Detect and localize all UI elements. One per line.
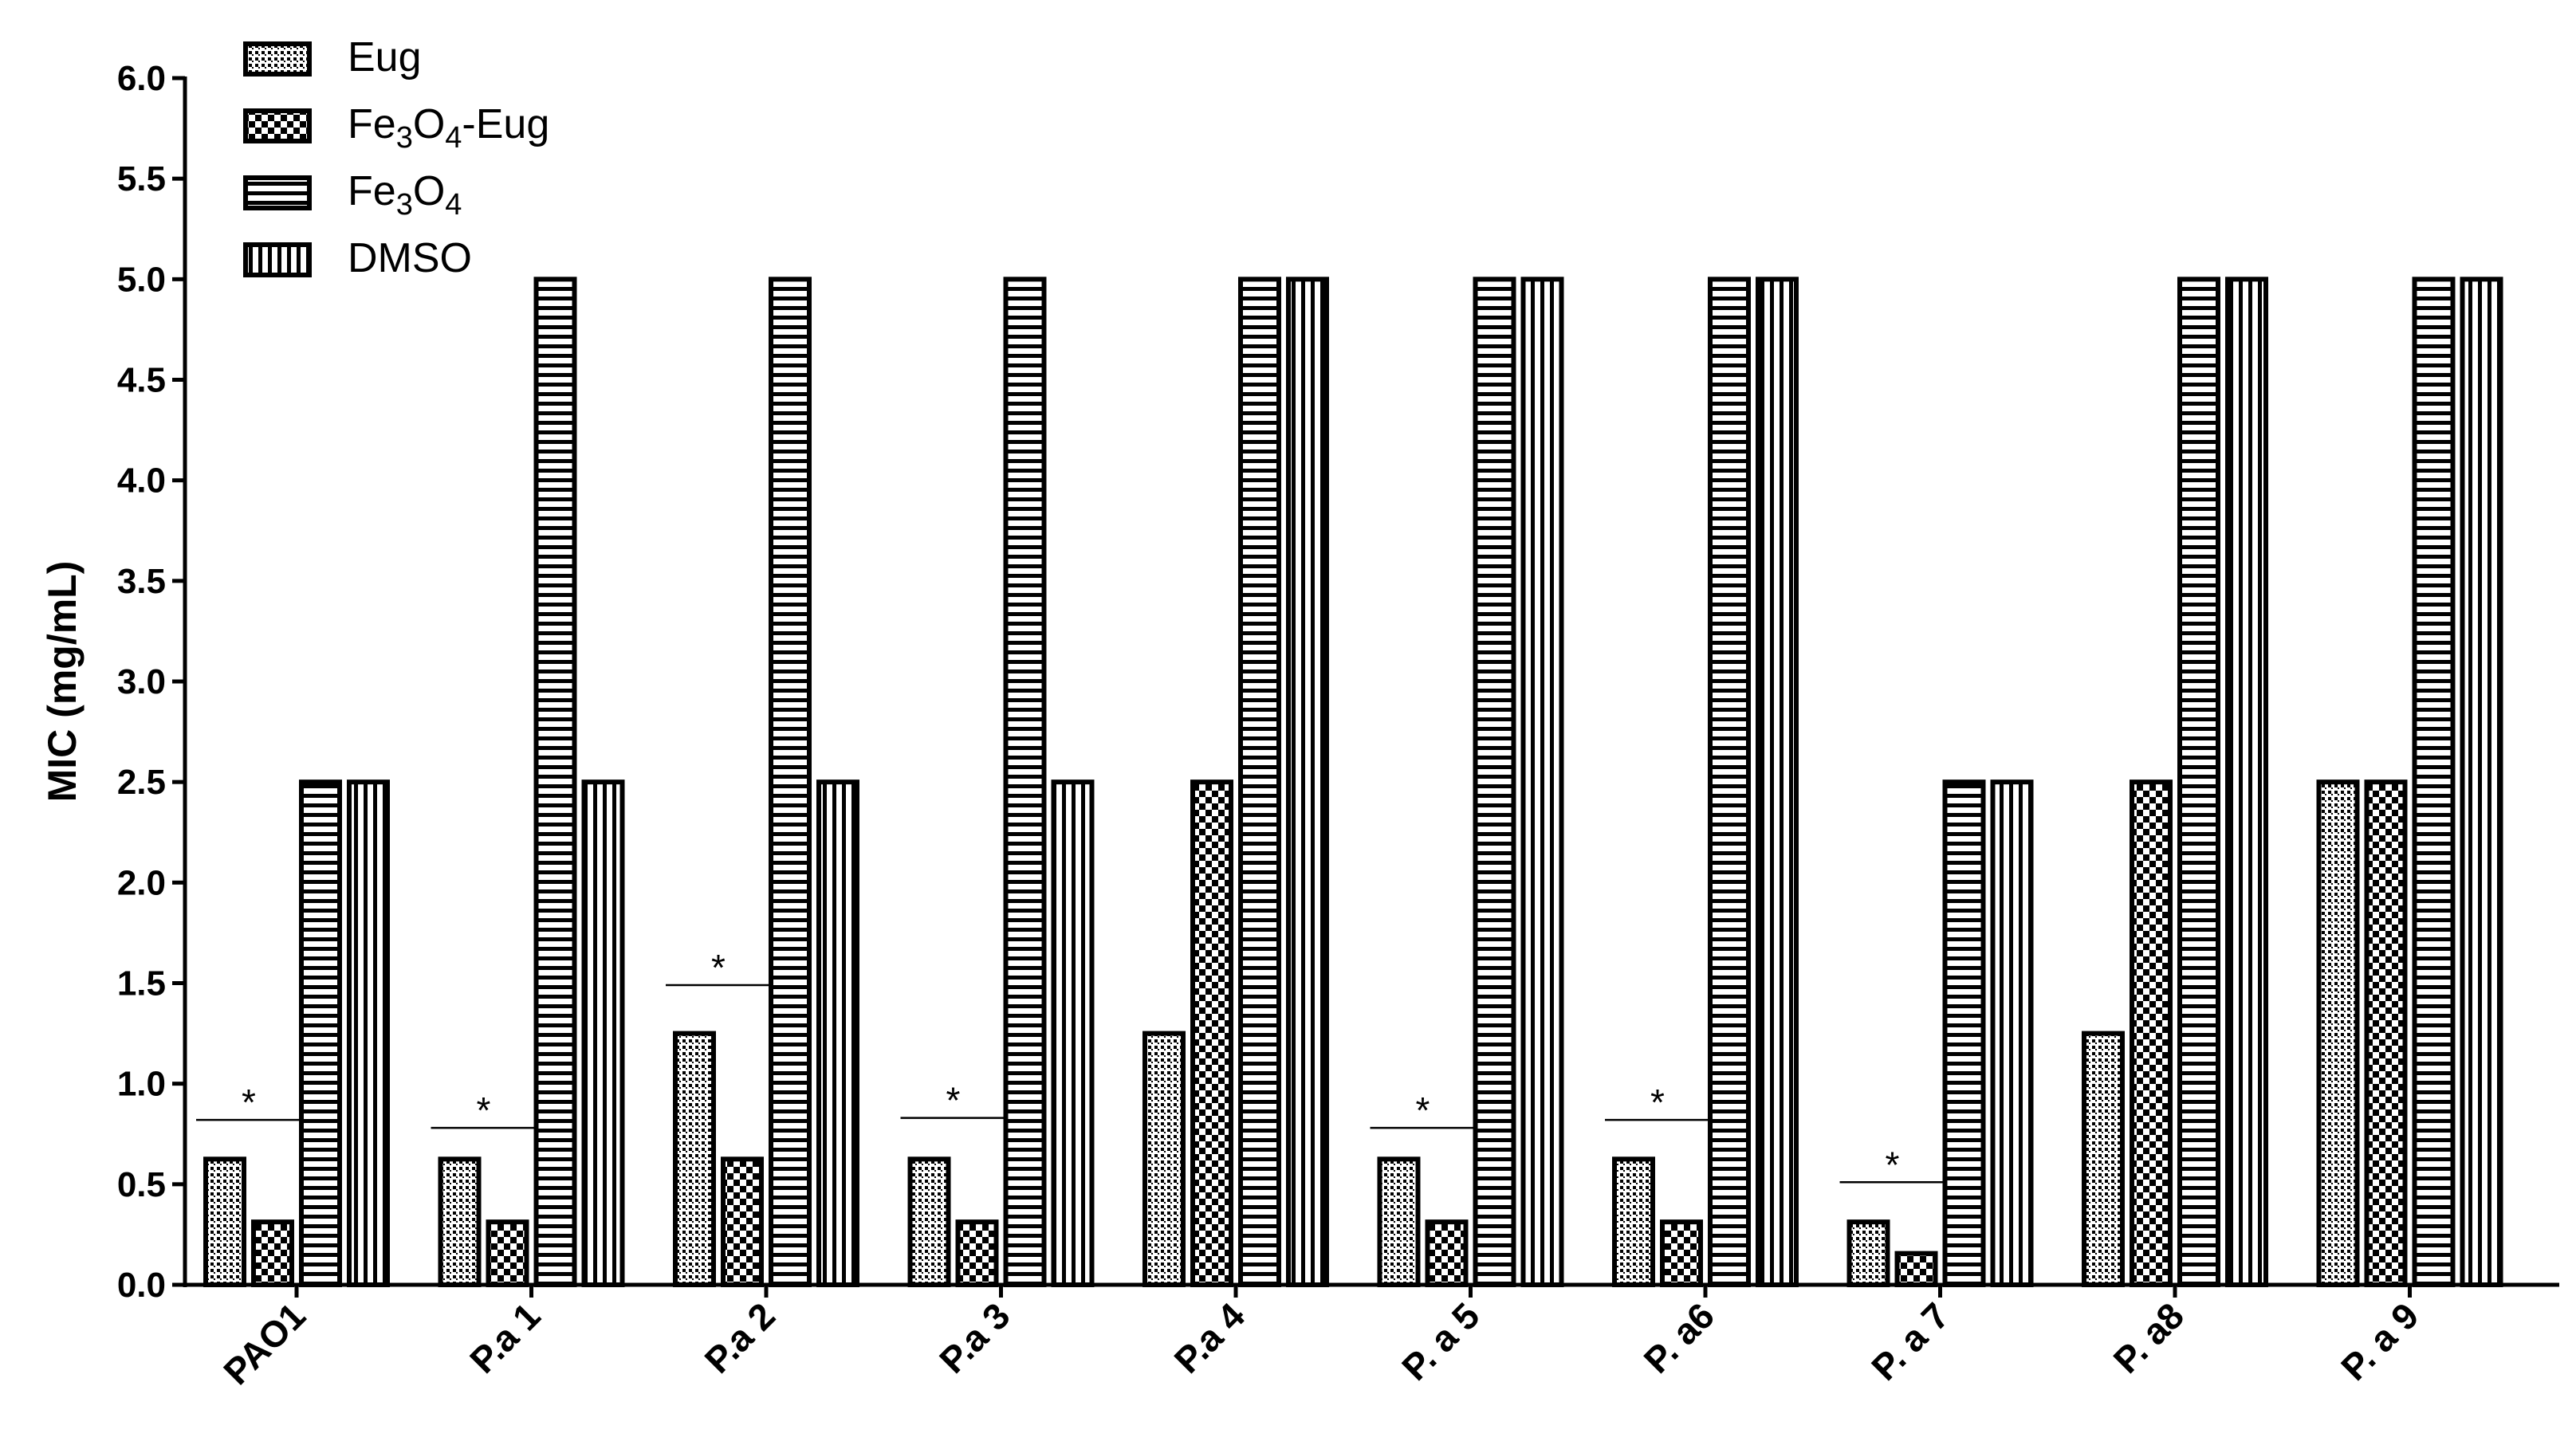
bar <box>955 1219 999 1288</box>
bar <box>299 779 342 1287</box>
y-tick-label: 5.5 <box>117 159 166 198</box>
y-tick-label: 1.0 <box>117 1065 166 1104</box>
y-tick-label: 0.0 <box>117 1266 166 1305</box>
bar <box>1286 277 1329 1287</box>
x-tick-label: P. a 5 <box>1394 1294 1488 1388</box>
bar <box>1520 277 1564 1287</box>
bar <box>486 1219 529 1288</box>
bar <box>1377 1156 1421 1287</box>
bar <box>1894 1251 1938 1287</box>
bar <box>2412 277 2456 1287</box>
x-tick-label: P.a 4 <box>1166 1294 1253 1381</box>
bar <box>1708 277 1751 1287</box>
significance-star: * <box>1416 1090 1430 1131</box>
bar <box>2082 1031 2125 1288</box>
bar <box>1660 1219 1703 1288</box>
bar <box>907 1156 951 1287</box>
bar <box>438 1156 482 1287</box>
x-axis: PAO1 P.a 1 P.a 2 P.a 3 P.a 4 P. a 5 P. a6 P. a … <box>183 1282 2559 1392</box>
y-tick-label: 4.0 <box>117 461 166 501</box>
bar <box>1425 1219 1469 1288</box>
significance-star: * <box>711 947 726 988</box>
bar <box>1846 1219 1890 1288</box>
bar <box>673 1031 716 1288</box>
legend-swatch <box>243 41 312 77</box>
bar <box>533 277 577 1287</box>
bar <box>721 1156 764 1287</box>
bar <box>2316 779 2360 1287</box>
y-tick-label: 1.5 <box>117 964 166 1003</box>
bar <box>1190 779 1233 1287</box>
x-tick-label: P. a 9 <box>2333 1294 2427 1388</box>
legend-swatch <box>243 175 312 210</box>
y-tick-label: 2.0 <box>117 863 166 902</box>
y-axis: 0.0 0.5 1.0 1.5 2.0 2.5 3.0 3.5 4.0 4.5 5.0 5.5 6.0 <box>117 59 187 1305</box>
x-tick-label: P.a 1 <box>462 1294 549 1381</box>
legend-label: Eug <box>348 34 422 80</box>
bar <box>581 779 625 1287</box>
bar <box>1756 277 1799 1287</box>
bar <box>2225 277 2268 1287</box>
significance-star: * <box>946 1080 961 1121</box>
legend-label: Fe3O4-Eug <box>348 101 549 155</box>
bar <box>347 779 390 1287</box>
y-tick-label: 4.5 <box>117 361 166 400</box>
y-tick-label: 6.0 <box>117 59 166 98</box>
x-tick-label: PAO1 <box>215 1294 313 1392</box>
legend-swatch <box>243 108 312 143</box>
bars-group <box>203 277 2503 1288</box>
legend: Eug Fe3O4-Eug Fe3O4 DMSO <box>243 34 549 281</box>
bar <box>769 277 812 1287</box>
x-tick-label: P. a8 <box>2106 1294 2193 1381</box>
y-axis-label: MIC (mg/mL) <box>40 561 85 803</box>
bar <box>2177 277 2220 1287</box>
bar <box>2460 277 2503 1287</box>
bar <box>1473 277 1516 1287</box>
significance-star: * <box>1886 1144 1900 1185</box>
significance-star: * <box>1650 1082 1665 1123</box>
significance-star: * <box>242 1082 256 1123</box>
bar <box>1612 1156 1655 1287</box>
bar <box>203 1156 246 1287</box>
bar <box>816 779 859 1287</box>
significance-marks: * * * * * * * <box>196 947 1945 1185</box>
y-tick-label: 0.5 <box>117 1165 166 1204</box>
bar <box>1051 779 1095 1287</box>
bar <box>1238 277 1281 1287</box>
legend-label: DMSO <box>348 235 472 281</box>
legend-swatch <box>243 242 312 277</box>
x-tick-label: P.a 3 <box>931 1294 1018 1381</box>
bar <box>2130 779 2173 1287</box>
bar <box>251 1219 294 1288</box>
y-tick-label: 2.5 <box>117 763 166 802</box>
bar <box>1942 779 1986 1287</box>
bar <box>1003 277 1047 1287</box>
x-tick-label: P. a 7 <box>1863 1294 1957 1388</box>
legend-label: Fe3O4 <box>348 168 462 222</box>
bar <box>2364 779 2408 1287</box>
x-tick-label: P.a 2 <box>697 1294 784 1381</box>
y-tick-label: 5.0 <box>117 260 166 299</box>
x-tick-label: P. a6 <box>1636 1294 1723 1381</box>
y-tick-label: 3.5 <box>117 562 166 601</box>
bar <box>1142 1031 1186 1288</box>
bar <box>1990 779 2034 1287</box>
y-tick-label: 3.0 <box>117 662 166 701</box>
significance-star: * <box>477 1090 491 1131</box>
